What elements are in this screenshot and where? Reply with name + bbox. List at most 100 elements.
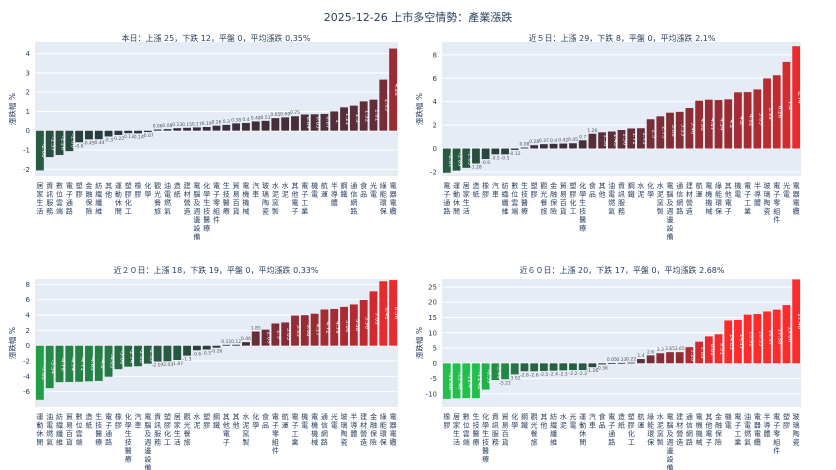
- x-tick-label: 電子通路: [443, 182, 450, 216]
- x-tick-label: 運動休閒: [36, 412, 43, 447]
- bar: [75, 345, 84, 382]
- bar: [114, 345, 123, 370]
- bar: [578, 140, 587, 149]
- y-axis-title: 漲跌幅 %: [7, 93, 17, 125]
- x-tick-label: 電器電纜: [390, 413, 397, 447]
- y-axis-title: 漲跌幅 %: [7, 327, 17, 359]
- bar: [320, 113, 329, 131]
- bar: [192, 127, 201, 131]
- bar: [656, 353, 665, 364]
- bar: [271, 118, 280, 131]
- bar: [753, 89, 762, 149]
- y-tick-label: 6: [433, 75, 438, 83]
- x-tick-label: 化學生技醫療: [482, 412, 489, 464]
- bar: [569, 143, 577, 149]
- x-tick-label: 電腦及週邊設備: [193, 182, 200, 241]
- x-tick-label: 觀光餐旅: [531, 412, 538, 447]
- data-label: 0.15: [182, 122, 192, 128]
- x-tick-label: 金融保險: [715, 412, 722, 447]
- x-tick-label: 化學: [144, 181, 151, 199]
- bar: [704, 99, 713, 149]
- bar: [734, 320, 742, 364]
- bar: [202, 127, 211, 131]
- bar: [685, 347, 694, 364]
- x-tick-label: 綠能環保: [715, 181, 722, 216]
- x-tick-label: 建材營造: [686, 181, 693, 216]
- data-label: 0.4: [550, 138, 557, 144]
- x-tick-label: 光電: [331, 412, 338, 430]
- y-tick-label: 4: [26, 312, 31, 320]
- x-tick-label: 綠能環保: [380, 181, 387, 216]
- x-tick-label: 水泥: [193, 412, 200, 430]
- x-tick-label: 玻璃陶瓷: [793, 412, 800, 447]
- data-label: 14.17: [738, 334, 744, 350]
- x-tick-label: 金融保險: [370, 412, 377, 447]
- x-tick-label: 資訊服務: [492, 412, 499, 447]
- data-label: 19.06: [786, 326, 792, 342]
- bar: [143, 130, 152, 133]
- bar: [163, 345, 172, 362]
- subplot-20d: -6 -4 -2 0 2 4 6 8 漲跌幅 % -7.06 運動休閒 -5.54 油電燃氣 -4.76 紡…: [7, 279, 399, 470]
- x-tick-label: 汽車: [589, 412, 596, 430]
- bar: [598, 132, 606, 149]
- data-label: 16.13: [757, 331, 763, 347]
- data-label: 8.82: [709, 344, 715, 356]
- bar: [389, 48, 398, 131]
- x-tick-label: 觀光餐旅: [540, 181, 547, 216]
- x-tick-label: 建材營造: [184, 181, 191, 216]
- x-tick-label: 水泥窯製: [657, 412, 664, 447]
- x-tick-label: 數位雲端: [511, 181, 518, 216]
- x-tick-label: 生技醫療: [472, 412, 479, 447]
- bar: [685, 108, 694, 149]
- data-label: 2.09: [266, 332, 272, 345]
- data-label: 1.21: [344, 113, 350, 125]
- bar: [734, 92, 742, 149]
- data-label: 5.99: [767, 107, 773, 120]
- x-tick-label: 其他: [105, 182, 112, 199]
- bar: [452, 363, 461, 399]
- x-tick-label: 電機機械: [696, 413, 703, 447]
- x-tick-label: 建材營造: [360, 412, 367, 447]
- data-label: 0.12: [231, 339, 241, 345]
- data-label: -1.06: [69, 134, 75, 149]
- bar: [173, 128, 182, 131]
- bar: [192, 345, 201, 351]
- x-tick-label: 玻璃陶瓷: [341, 412, 348, 447]
- y-tick-label: -1: [23, 146, 30, 154]
- y-tick-label: 1: [26, 108, 30, 116]
- y-tick-label: -10: [426, 390, 437, 398]
- data-label: -3.06: [118, 350, 124, 365]
- x-tick-label: 居家生活: [453, 413, 460, 447]
- bar: [251, 121, 260, 131]
- x-tick-label: 光電: [783, 181, 790, 199]
- y-tick-label: 25: [428, 283, 437, 291]
- x-tick-label: 資訊服務: [618, 181, 625, 216]
- data-label: 2.75: [660, 126, 666, 139]
- data-label: 1.52: [364, 110, 370, 122]
- y-tick-label: 3: [26, 69, 30, 77]
- x-tick-label: 運動休閒: [453, 181, 460, 216]
- data-label: 4.26: [393, 83, 399, 96]
- data-label: 1.26: [587, 128, 597, 134]
- data-label: -2.06: [40, 143, 46, 158]
- data-label: 5.96: [364, 317, 370, 330]
- data-label: 4.2: [728, 120, 734, 129]
- x-tick-label: 航運: [282, 412, 289, 430]
- data-label: -0.6: [75, 143, 84, 149]
- x-tick-label: 機電: [725, 412, 732, 430]
- data-label: 1.45: [612, 134, 618, 147]
- x-tick-label: 塑膠化工: [628, 412, 635, 447]
- subplot-title-20d: 近２０日：上漲 18，下跌 19，平盤 0，平均漲跌 0.33%: [113, 266, 319, 275]
- x-tick-label: 電子通路: [105, 413, 112, 447]
- bar: [442, 148, 451, 173]
- bar: [549, 143, 558, 149]
- data-label: -2.03: [162, 362, 174, 368]
- bar: [578, 363, 587, 371]
- data-label: 3.13: [680, 124, 686, 137]
- data-label: -0.14: [132, 134, 144, 140]
- y-tick-label: -2: [430, 168, 437, 176]
- bar: [704, 336, 713, 364]
- bar: [183, 127, 191, 131]
- x-tick-label: 通信網路: [676, 181, 683, 216]
